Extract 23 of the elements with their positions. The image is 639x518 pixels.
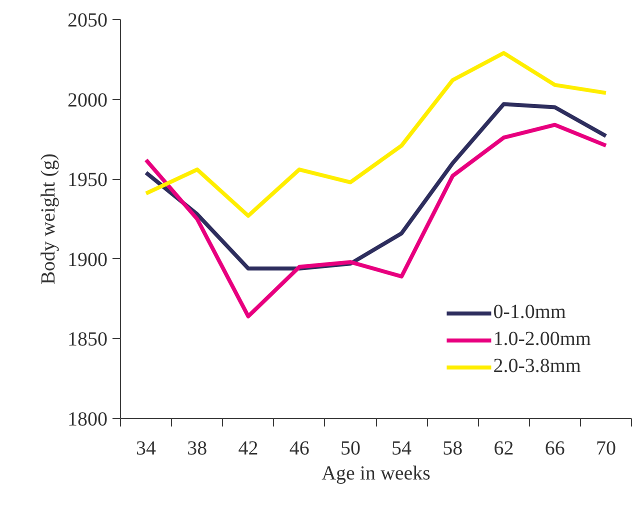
x-tick-label: 38 [187, 438, 208, 460]
y-tick-label: 1900 [68, 248, 108, 271]
x-axis-title: Age in weeks [322, 462, 431, 484]
y-tick-label: 2000 [68, 89, 108, 112]
x-tick-label: 46 [289, 438, 310, 460]
legend-label: 0-1.0mm [493, 301, 566, 324]
x-tick-label: 58 [442, 438, 463, 460]
x-tick-label: 66 [544, 438, 565, 460]
x-tick-label: 70 [596, 438, 616, 460]
x-tick-label: 50 [340, 438, 360, 460]
y-tick-label: 2050 [68, 10, 108, 32]
y-tick-label: 1850 [68, 328, 108, 351]
line-series [144, 51, 608, 218]
line-series [144, 122, 608, 318]
x-tick-label: 42 [238, 438, 258, 460]
x-tick-label: 34 [136, 438, 156, 460]
y-axis-title: Body weight (g) [38, 153, 60, 285]
legend-label: 2.0-3.8mm [493, 355, 581, 378]
x-tick-label: 62 [494, 438, 514, 460]
x-tick-label: 54 [392, 438, 412, 460]
y-tick-label: 1800 [68, 408, 108, 430]
y-tick-label: 1950 [68, 169, 108, 192]
legend-label: 1.0-2.00mm [493, 328, 591, 351]
